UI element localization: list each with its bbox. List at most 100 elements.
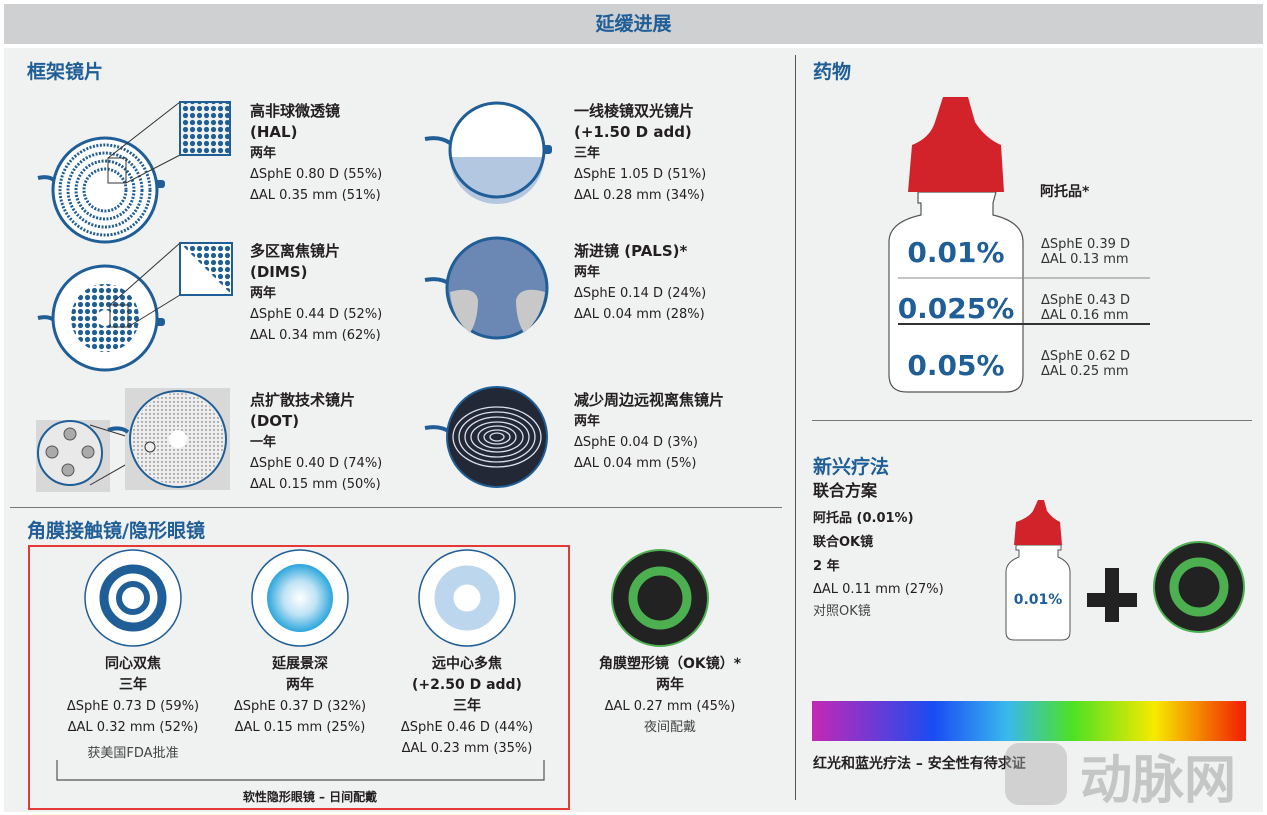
bifocal-lens-icon (424, 101, 552, 204)
lens-name: 同心双焦 (105, 656, 161, 672)
light-spectrum-bar (812, 701, 1246, 741)
section-title-drug: 药物 (813, 61, 852, 83)
highlight-box (28, 545, 570, 810)
column-divider (795, 55, 796, 800)
lens-duration: 一年 (250, 435, 277, 450)
contact-concentric: 同心双焦 三年 ΔSphE 0.73 D (59%) ΔAL 0.32 mm (… (63, 654, 203, 764)
lens-duration: 两年 (250, 146, 277, 161)
light-therapy-label: 红光和蓝光疗法 – 安全性有待求证 (813, 756, 1026, 772)
contact-ortho-k: 角膜塑形镜（OK镜）* 两年 ΔAL 0.27 mm (45%) 夜间配戴 (580, 654, 760, 738)
section-title-contact: 角膜接触镜/隐形眼镜 (27, 520, 205, 542)
dose-concentration: 0.025% (897, 292, 1015, 325)
lens-pals: 渐进镜 (PALS)* 两年 ΔSphE 0.14 D (24%) ΔAL 0.… (574, 241, 706, 325)
section-divider (812, 420, 1252, 421)
pals-lens-icon (424, 236, 549, 340)
section-divider (10, 507, 782, 508)
peripheral-defocus-lens-icon (424, 386, 548, 488)
lens-name: 点扩散技术镜片 (250, 391, 356, 409)
page-title: 延缓进展 (4, 4, 1263, 44)
lens-code: (DIMS) (250, 263, 308, 281)
combo-al: ΔAL 0.11 mm (27%) (813, 582, 944, 597)
dose-effect: ΔSphE 0.39 D ΔAL 0.13 mm (1041, 237, 1130, 267)
lens-name: 延展景深 (272, 656, 328, 672)
combo-bottle-label: 0.01% (1013, 592, 1063, 608)
plus-icon (1087, 568, 1137, 622)
contact-lens-illustrations (56, 549, 709, 781)
ortho-k-lens-icon (611, 549, 709, 647)
hal-lens-icon (37, 101, 231, 244)
lens-sphe: ΔSphE 0.44 D (52%) (250, 307, 383, 322)
spectacle-lens-illustrations (36, 101, 552, 492)
edof-lens-icon (251, 549, 349, 647)
lens-code: (+1.50 D add) (574, 123, 692, 141)
lens-al: ΔAL 0.04 mm (5%) (574, 456, 697, 471)
lens-sphe: ΔSphE 0.40 D (74%) (250, 456, 383, 471)
night-wear-note: 夜间配戴 (643, 720, 696, 735)
lens-al: ΔAL 0.15 mm (50%) (250, 477, 381, 492)
lens-duration: 三年 (453, 698, 481, 714)
combo-subtitle: 联合方案 (813, 481, 878, 500)
combo-details: 阿托品 (0.01%) 联合OK镜 2 年 ΔAL 0.11 mm (27%) … (813, 507, 944, 623)
lens-sphe: ΔSphE 1.05 D (51%) (574, 167, 707, 182)
ortho-k-combo-icon (1153, 541, 1245, 633)
lens-sphe: ΔSphE 0.14 D (24%) (574, 286, 707, 301)
lens-al: ΔAL 0.27 mm (45%) (604, 699, 736, 714)
dose-al: ΔAL 0.25 mm (1041, 364, 1129, 379)
center-distance-multifocal-icon (418, 549, 516, 647)
soft-lens-label: 软性隐形眼镜 – 日间配戴 (242, 790, 378, 804)
dose-concentration: 0.01% (907, 236, 1005, 269)
lens-duration: 两年 (574, 414, 601, 429)
atropine-label: 阿托品* (1040, 184, 1090, 200)
section-title-emerging: 新兴疗法 (813, 456, 890, 478)
dims-lens-icon (37, 242, 233, 372)
lens-al: ΔAL 0.32 mm (52%) (67, 720, 199, 735)
lens-sphe: ΔSphE 0.46 D (44%) (400, 720, 534, 735)
lens-sphe: ΔSphE 0.37 D (32%) (233, 699, 367, 714)
dose-al: ΔAL 0.16 mm (1041, 308, 1129, 323)
soft-lens-bracket (56, 760, 545, 781)
fda-note: 获美国FDA批准 (87, 746, 179, 761)
lens-peripheral-defocus: 减少周边远视离焦镜片 两年 ΔSphE 0.04 D (3%) ΔAL 0.04… (574, 390, 724, 474)
lens-name: 高非球微透镜 (250, 102, 341, 120)
lens-name: 远中心多焦 (432, 656, 502, 672)
combo-ok: 联合OK镜 (813, 535, 874, 550)
lens-code: (DOT) (250, 412, 300, 430)
lens-name: 多区离焦镜片 (250, 242, 341, 260)
lens-sphe: ΔSphE 0.80 D (55%) (250, 167, 383, 182)
lens-al: ΔAL 0.15 mm (25%) (234, 720, 366, 735)
lens-duration: 三年 (119, 677, 147, 693)
lens-al: ΔAL 0.23 mm (35%) (401, 741, 533, 756)
lens-code: (HAL) (250, 123, 298, 141)
lens-dims: 多区离焦镜片 (DIMS) 两年 ΔSphE 0.44 D (52%) ΔAL … (250, 241, 382, 346)
lens-sphe: ΔSphE 0.73 D (59%) (66, 699, 200, 714)
dose-effect: ΔSphE 0.43 D ΔAL 0.16 mm (1041, 293, 1130, 323)
combo-drug: 阿托品 (0.01%) (813, 511, 914, 526)
concentric-bifocal-icon (84, 549, 182, 647)
dose-al: ΔAL 0.13 mm (1041, 252, 1129, 267)
atropine-bottle-icon (888, 97, 1150, 393)
lens-hal: 高非球微透镜 (HAL) 两年 ΔSphE 0.80 D (55%) ΔAL 0… (250, 101, 382, 206)
lens-bifocal: 一线棱镜双光镜片 (+1.50 D add) 三年 ΔSphE 1.05 D (… (574, 101, 706, 206)
dot-lens-icon (36, 388, 230, 492)
dose-sphe: ΔSphE 0.39 D (1041, 237, 1131, 252)
lens-al: ΔAL 0.34 mm (62%) (250, 328, 381, 343)
lens-duration: 两年 (574, 265, 601, 280)
lens-code: (+2.50 D add) (412, 677, 522, 693)
dose-sphe: ΔSphE 0.62 D (1041, 349, 1131, 364)
contact-edof: 延展景深 两年 ΔSphE 0.37 D (32%) ΔAL 0.15 mm (… (230, 654, 370, 738)
lens-al: ΔAL 0.04 mm (28%) (574, 307, 705, 322)
lens-duration: 两年 (286, 677, 314, 693)
dose-effect: ΔSphE 0.62 D ΔAL 0.25 mm (1041, 349, 1130, 379)
lens-name: 渐进镜 (PALS)* (574, 242, 688, 260)
combo-bottle-icon (1005, 500, 1071, 641)
lens-duration: 三年 (574, 146, 601, 161)
combo-duration: 2 年 (813, 559, 840, 574)
lens-name: 角膜塑形镜（OK镜）* (598, 656, 742, 672)
lens-name: 减少周边远视离焦镜片 (574, 391, 725, 409)
combo-control: 对照OK镜 (813, 604, 871, 619)
watermark: 动脉网 (1080, 751, 1237, 811)
dose-concentration: 0.05% (907, 349, 1005, 382)
lens-al: ΔAL 0.28 mm (34%) (574, 188, 705, 203)
lens-al: ΔAL 0.35 mm (51%) (250, 188, 381, 203)
